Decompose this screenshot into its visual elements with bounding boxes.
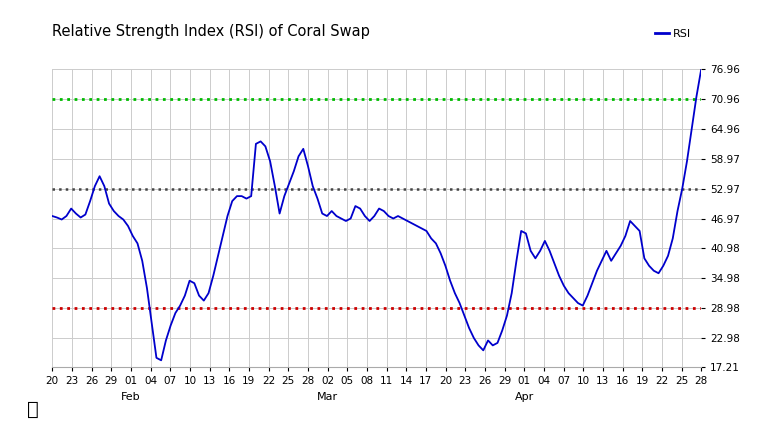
Text: Apr: Apr [515, 392, 534, 402]
Text: Feb: Feb [121, 392, 141, 402]
Text: Coral Swap: Coral Swap [100, 404, 196, 419]
Text: Relative Strength Index (RSI) of Coral Swap: Relative Strength Index (RSI) of Coral S… [52, 24, 370, 39]
Text: Mar: Mar [317, 392, 338, 402]
Text: 🎖: 🎖 [27, 400, 38, 418]
Text: PenkeTrading.com: PenkeTrading.com [635, 405, 756, 418]
Legend: RSI: RSI [650, 24, 696, 43]
